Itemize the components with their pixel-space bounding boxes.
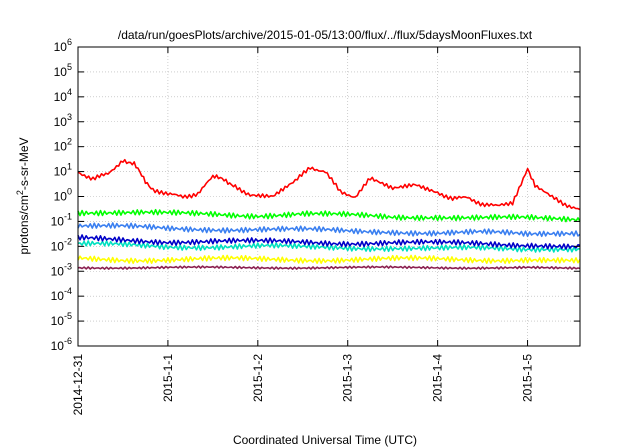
series-line (77, 222, 581, 238)
y-tick-exponent: -3 (64, 261, 72, 271)
x-tick-label: 2015-1-4 (431, 354, 445, 402)
y-tick-base: 10 (54, 65, 68, 79)
y-tick-base: 10 (51, 239, 65, 253)
y-tick-label: 103 (54, 112, 72, 129)
y-axis-label-sup: 2 (15, 190, 25, 195)
y-tick-exponent: -2 (64, 236, 72, 246)
grid (77, 46, 580, 347)
y-tick-base: 10 (51, 339, 65, 353)
y-axis-label-rest: -s-sr-MeV (17, 137, 31, 190)
y-tick-exponent: -1 (64, 211, 72, 221)
y-tick-exponent: -6 (64, 336, 72, 346)
y-tick-exponent: -5 (64, 311, 72, 321)
series-line (77, 158, 581, 211)
chart-title: /data/run/goesPlots/archive/2015-01-05/1… (118, 28, 533, 42)
y-tick-label: 102 (54, 137, 72, 154)
y-tick-exponent: 5 (67, 62, 72, 72)
y-tick-exponent: 3 (67, 112, 72, 122)
y-tick-exponent: 6 (67, 37, 72, 47)
y-tick-exponent: 2 (67, 137, 72, 147)
x-axis-label: Coordinated Universal Time (UTC) (233, 433, 417, 447)
series-line (77, 208, 581, 223)
y-tick-base: 10 (54, 40, 68, 54)
x-tick-label: 2015-1-5 (521, 354, 535, 402)
y-tick-base: 10 (54, 140, 68, 154)
series-line (77, 265, 581, 271)
series-line (77, 254, 581, 265)
y-tick-base: 10 (54, 115, 68, 129)
y-tick-exponent: 0 (67, 187, 72, 197)
series-line (77, 234, 581, 250)
y-tick-label: 10-4 (51, 286, 72, 303)
y-tick-label: 10-3 (51, 261, 72, 278)
y-tick-exponent: 4 (67, 87, 72, 97)
y-tick-label: 101 (54, 162, 72, 179)
y-tick-exponent: -4 (64, 286, 72, 296)
y-tick-label: 10-5 (51, 311, 72, 328)
x-axis-ticks: 2014-12-31 2015-1-1 2015-1-2 2015-1-3 2015-1… (71, 47, 535, 415)
y-tick-base: 10 (54, 190, 68, 204)
y-axis-label-base: protons/cm (17, 195, 31, 254)
y-tick-base: 10 (54, 90, 68, 104)
y-axis-label: protons/cm2-s-sr-MeV (15, 137, 31, 254)
y-tick-label: 10-1 (51, 211, 72, 228)
y-axis-ticks: 10610510410310210110010-110-210-310-410-… (51, 37, 580, 353)
y-tick-label: 100 (54, 187, 72, 204)
y-tick-base: 10 (51, 214, 65, 228)
x-tick-label: 2014-12-31 (71, 354, 85, 416)
y-tick-base: 10 (51, 289, 65, 303)
data-series (77, 158, 581, 271)
y-tick-base: 10 (51, 314, 65, 328)
y-tick-base: 10 (54, 165, 68, 179)
y-tick-label: 10-2 (51, 236, 72, 253)
y-tick-label: 106 (54, 37, 72, 54)
y-tick-label: 105 (54, 62, 72, 79)
x-tick-label: 2015-1-1 (161, 354, 175, 402)
y-tick-label: 104 (54, 87, 72, 104)
y-tick-exponent: 1 (67, 162, 72, 172)
x-tick-label: 2015-1-3 (341, 354, 355, 402)
y-tick-label: 10-6 (51, 336, 72, 353)
y-tick-base: 10 (51, 264, 65, 278)
x-tick-label: 2015-1-2 (251, 354, 265, 402)
